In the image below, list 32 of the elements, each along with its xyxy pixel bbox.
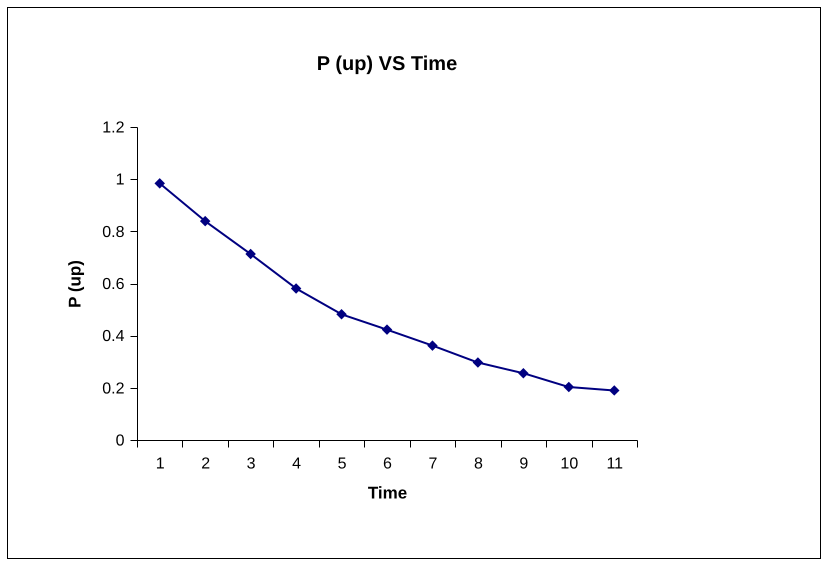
point [245,248,256,260]
y-tick-label: 0.8 [102,224,125,241]
y-tick-label: 1.2 [102,120,125,136]
point [427,340,438,351]
point [609,385,620,396]
y-tick-label: 1 [116,172,125,189]
point [290,283,302,294]
point [564,382,574,392]
x-tick-label: 9 [519,456,528,472]
x-tick-label: 1 [156,456,165,472]
point [200,216,210,226]
chart-title: P (up) VS Time [316,53,458,75]
x-tick-label: 8 [474,456,483,472]
point [336,309,347,320]
point [382,324,392,335]
x-tick-label: 7 [428,456,438,472]
y-tick-label: 0.6 [102,276,125,293]
x-axis-title: Time [368,484,408,502]
point [472,357,484,368]
x-tick-label: 5 [338,456,347,472]
y-tick-label: 0.2 [102,380,125,398]
x-tick-label: 10 [560,456,578,472]
point [154,178,165,189]
y-tick-label: 0 [116,432,125,450]
x-tick-label: 2 [201,456,210,472]
point [518,368,529,378]
y-tick-label: 0.4 [102,328,125,346]
x-tick-label: 3 [246,456,256,472]
x-tick-label: 6 [383,456,392,472]
x-tick-label: 4 [292,456,302,472]
x-tick-label: 11 [606,456,624,472]
y-axis-title: P (up) [65,260,84,308]
